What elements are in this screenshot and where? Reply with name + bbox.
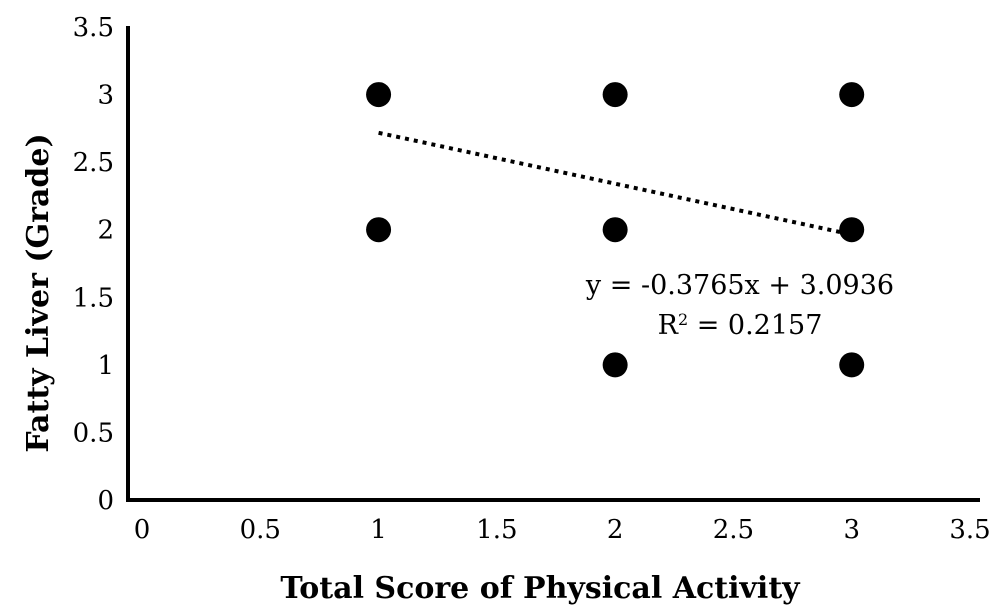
r-squared-label: R2 = 0.2157 xyxy=(658,310,823,342)
x-tick-label: 2 xyxy=(607,515,624,545)
x-tick-label: 0.5 xyxy=(240,515,281,545)
x-axis-title: Total Score of Physical Activity xyxy=(280,571,801,606)
y-tick-label: 1 xyxy=(97,351,114,381)
y-tick-label: 0 xyxy=(97,486,114,516)
data-point xyxy=(602,352,628,378)
data-point xyxy=(839,217,865,243)
y-tick-label: 2.5 xyxy=(73,148,114,178)
x-tick-label: 3.5 xyxy=(949,515,990,545)
r-squared-prefix: R xyxy=(658,310,679,341)
data-point xyxy=(839,352,865,378)
data-points xyxy=(366,82,865,378)
x-axis-ticks: 0 0.5 1 1.5 2 2.5 3 3.5 xyxy=(134,515,991,545)
y-axis-title: Fatty Liver (Grade) xyxy=(21,133,56,452)
r-squared-exponent: 2 xyxy=(678,310,688,329)
data-point xyxy=(602,82,628,108)
y-tick-label: 2 xyxy=(97,216,114,246)
data-point xyxy=(602,217,628,243)
x-tick-label: 2.5 xyxy=(713,515,754,545)
data-point xyxy=(839,82,865,108)
equation-label: y = -0.3765x + 3.0936 xyxy=(585,270,894,301)
data-point xyxy=(366,217,392,243)
y-tick-label: 3.5 xyxy=(73,13,114,43)
data-point xyxy=(366,82,392,108)
y-tick-label: 1.5 xyxy=(73,283,114,313)
y-tick-label: 3 xyxy=(97,81,114,111)
y-tick-label: 0.5 xyxy=(73,418,114,448)
x-tick-label: 1.5 xyxy=(476,515,517,545)
y-axis-ticks: 0 0.5 1 1.5 2 2.5 3 3.5 xyxy=(73,13,114,516)
x-tick-label: 3 xyxy=(843,515,860,545)
x-tick-label: 1 xyxy=(370,515,387,545)
r-squared-value: = 0.2157 xyxy=(688,310,822,341)
x-tick-label: 0 xyxy=(134,515,151,545)
